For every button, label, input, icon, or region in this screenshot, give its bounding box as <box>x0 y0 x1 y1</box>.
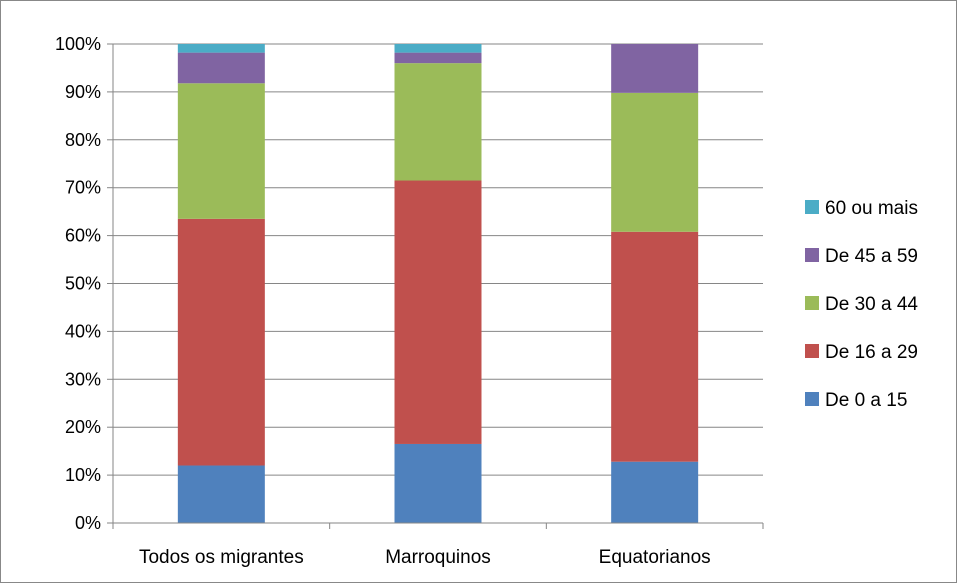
bar-segment <box>611 461 699 523</box>
legend: 60 ou mais De 45 a 59 De 30 a 44 De 16 a 29… <box>805 198 918 411</box>
legend-swatch <box>805 392 819 406</box>
legend-label: De 0 a 15 <box>825 390 907 411</box>
y-tick-label: 80% <box>65 130 101 150</box>
y-tick-label: 20% <box>65 417 101 437</box>
legend-swatch <box>805 248 819 262</box>
x-category-label: Equatorianos <box>599 547 711 568</box>
bar-segment <box>177 83 265 219</box>
bar-segment <box>394 44 482 53</box>
bar-segment <box>611 44 699 93</box>
bar-segment <box>177 44 265 53</box>
legend-swatch <box>805 344 819 358</box>
legend-label: De 45 a 59 <box>825 246 918 267</box>
legend-label: 60 ou mais <box>825 198 918 219</box>
x-category-label: Todos os migrantes <box>139 547 304 568</box>
x-category-label: Marroquinos <box>385 547 491 568</box>
bar-segment <box>177 218 265 466</box>
y-tick-label: 50% <box>65 274 101 294</box>
y-tick-label: 100% <box>55 34 101 54</box>
legend-label: De 16 a 29 <box>825 342 918 363</box>
y-tick-label: 30% <box>65 369 101 389</box>
bar-segment <box>177 52 265 84</box>
bar-segment <box>394 180 482 444</box>
bar-segment <box>611 92 699 232</box>
bar-segment <box>177 465 265 523</box>
y-tick-label: 10% <box>65 465 101 485</box>
y-tick-label: 40% <box>65 321 101 341</box>
axes: 0% 10% 20% 30% 40% 50% 60% 70% 80% 90% 100% Todos o… <box>55 34 764 568</box>
bars <box>177 44 699 523</box>
y-tick-label: 0% <box>75 513 101 533</box>
legend-swatch <box>805 296 819 310</box>
legend-swatch <box>805 200 819 214</box>
bar-segment <box>394 63 482 181</box>
y-tick-label: 70% <box>65 178 101 198</box>
y-tick-label: 60% <box>65 226 101 246</box>
bar-segment <box>394 443 482 523</box>
bar-segment <box>394 52 482 64</box>
bar-segment <box>611 231 699 462</box>
legend-label: De 30 a 44 <box>825 294 918 315</box>
y-tick-label: 90% <box>65 82 101 102</box>
